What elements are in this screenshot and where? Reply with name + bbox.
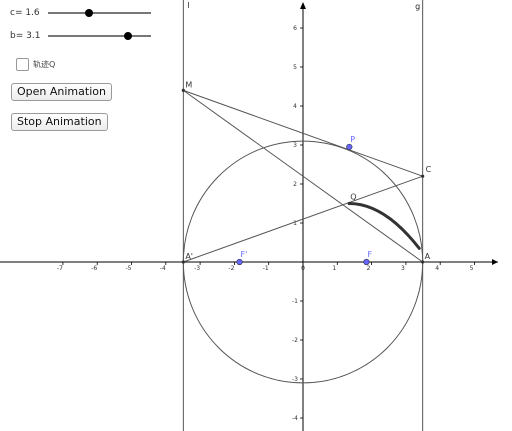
y-axis-arrow	[300, 2, 306, 9]
x-tick-label: 5	[470, 265, 474, 272]
point-q-point[interactable]	[347, 201, 351, 206]
slider-c[interactable]: c= 1.6	[10, 6, 151, 20]
slider-c-handle[interactable]	[85, 8, 94, 17]
point-a-label: A	[425, 252, 431, 261]
point-f-prime-label: F'	[241, 250, 248, 259]
point-a-point[interactable]	[421, 260, 425, 264]
point-m-point[interactable]	[181, 88, 185, 92]
point-f-label: F	[367, 250, 372, 259]
y-tick-label: -3	[292, 376, 298, 383]
point-f-prime-point[interactable]	[236, 258, 243, 266]
y-tick-label: 6	[293, 25, 297, 32]
point-c-label: C	[426, 165, 432, 174]
y-tick-label: -4	[292, 415, 298, 422]
y-tick-label: 4	[293, 103, 297, 110]
y-tick-label: -1	[292, 298, 298, 305]
line-g-label: g	[415, 2, 420, 11]
y-tick-label: -2	[292, 337, 298, 344]
stop-animation-button[interactable]: Stop Animation	[11, 113, 108, 131]
x-axis-arrow	[492, 259, 498, 265]
point-q-label: Q	[350, 193, 356, 202]
point-c-point[interactable]	[421, 174, 425, 178]
slider-b[interactable]: b= 3.1	[10, 29, 151, 43]
x-tick-label: -2	[228, 265, 234, 272]
x-tick-label: -7	[57, 265, 63, 272]
slider-c-track[interactable]	[48, 8, 151, 17]
point-m-label: M	[185, 80, 192, 89]
trace-checkbox[interactable]: 轨迹Q	[16, 57, 55, 71]
line-l-label: l	[187, 1, 189, 10]
segment-a-prime-c	[183, 175, 423, 263]
trace-curve-q	[347, 202, 421, 250]
x-tick-label: -5	[126, 265, 132, 272]
points: M P C Q A' A F' F	[181, 80, 432, 266]
point-a-prime-point[interactable]	[181, 260, 185, 264]
x-tick-label: 1	[332, 265, 336, 272]
slider-b-label: b= 3.1	[10, 31, 41, 41]
x-tick-label: -4	[160, 265, 166, 272]
y-tick-label: 2	[293, 181, 297, 188]
x-tick-label: 2	[367, 265, 371, 272]
segment-ma	[183, 89, 423, 263]
point-p-label: P	[350, 135, 355, 144]
x-tick-label: -1	[263, 265, 269, 272]
trace-checkbox-box[interactable]	[16, 57, 29, 71]
point-a-prime-label: A'	[185, 252, 193, 261]
trace-checkbox-label: 轨迹Q	[33, 59, 56, 69]
x-tick-label: 3	[401, 265, 405, 272]
x-tick-label: -6	[91, 265, 97, 272]
y-tick-label: 3	[293, 142, 297, 149]
slider-b-track[interactable]	[48, 31, 151, 40]
x-tick-label: 4	[435, 265, 439, 272]
slider-b-handle[interactable]	[123, 31, 132, 40]
point-p-point[interactable]	[346, 143, 353, 151]
open-animation-button[interactable]: Open Animation	[11, 83, 112, 101]
point-f-point[interactable]	[363, 258, 370, 266]
x-tick-label: 0	[301, 265, 305, 272]
x-tick-label: -3	[194, 265, 200, 272]
y-tick-label: 1	[293, 220, 297, 227]
slider-c-label: c= 1.6	[10, 8, 40, 18]
y-tick-label: 5	[293, 64, 297, 71]
axes: -7 -6 -5 -4 -3 -2 -1 0 1 2 3 4 5 6 5 4 3 2 1 -1 -2 -3 -4	[0, 2, 498, 431]
segment-mc	[183, 89, 423, 177]
